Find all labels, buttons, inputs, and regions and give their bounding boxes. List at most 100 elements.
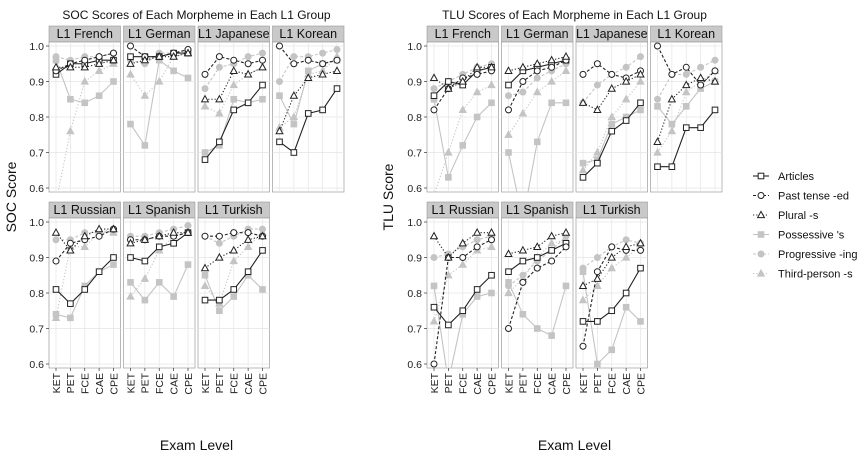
data-point-past-tense-ed [215, 232, 223, 240]
series-layer [429, 60, 496, 192]
data-point-possessive-s [155, 279, 163, 286]
data-point-possessive-s [519, 311, 527, 318]
x-tick-label: KET [200, 372, 212, 393]
series-line-past-tense-ed [507, 246, 567, 329]
data-point-past-tense-ed [533, 264, 541, 272]
data-point-plural-s [487, 228, 496, 236]
panel-l1-turkish: L1 Turkish KET PET FCE CAE CPE [197, 201, 270, 395]
data-point-progressive-ing [579, 264, 587, 272]
data-point-past-tense-ed [459, 254, 467, 261]
x-tick-label: KET [578, 372, 590, 393]
data-point-plural-s [429, 231, 439, 240]
data-point-progressive-ing [697, 63, 705, 71]
data-point-plural-s [66, 62, 75, 71]
y-tick-label: 1.0 [407, 217, 422, 229]
data-point-third-person-s [547, 76, 556, 85]
series-layer [51, 224, 118, 322]
data-point-plural-s [682, 80, 691, 89]
data-point-articles [216, 296, 223, 304]
panel-strip-label: L1 Spanish [506, 203, 569, 217]
data-point-third-person-s [636, 76, 645, 85]
panel-strip-label: L1 Russian [53, 203, 116, 217]
data-point-third-person-s [578, 295, 588, 304]
data-point-third-person-s [444, 147, 453, 156]
data-point-articles [141, 257, 149, 265]
series-layer [126, 42, 193, 149]
data-point-plural-s [258, 62, 267, 71]
legend-label: Past tense -ed [778, 191, 849, 203]
data-point-plural-s [109, 55, 118, 64]
data-point-past-tense-ed [505, 106, 512, 114]
data-point-past-tense-ed [548, 63, 556, 71]
data-point-plural-s [593, 274, 602, 282]
data-point-articles [259, 81, 266, 89]
data-point-third-person-s [140, 274, 150, 282]
data-point-third-person-s [429, 316, 439, 325]
x-tick-label: CPE [561, 373, 573, 395]
x-tick-label: CPE [486, 373, 498, 395]
data-point-plural-s [215, 252, 224, 261]
x-tick-label: CAE [243, 373, 255, 395]
data-point-articles [81, 286, 89, 293]
data-point-third-person-s [547, 238, 556, 247]
data-point-progressive-ing [637, 53, 644, 61]
data-point-progressive-ing [505, 92, 512, 100]
data-point-possessive-s [184, 74, 192, 82]
data-point-articles [505, 81, 512, 89]
data-point-progressive-ing [276, 78, 283, 85]
data-point-articles [67, 300, 74, 307]
data-point-progressive-ing [215, 63, 223, 71]
data-point-articles [127, 254, 134, 261]
data-point-third-person-s [504, 130, 513, 138]
data-point-plural-s [636, 69, 645, 78]
data-point-progressive-ing [244, 53, 252, 61]
data-point-past-tense-ed [473, 70, 481, 78]
data-point-plural-s [636, 238, 645, 247]
data-point-articles [333, 85, 341, 92]
data-point-past-tense-ed [244, 229, 252, 237]
data-point-third-person-s [243, 242, 253, 250]
panel-l1-turkish: L1 Turkish KET PET FCE CAE CPE [575, 201, 648, 395]
panel-strip-label: L1 Russian [431, 203, 494, 217]
data-point-progressive-ing [290, 53, 298, 61]
data-point-third-person-s [607, 263, 616, 272]
data-point-articles [579, 174, 587, 181]
y-tick-label: 0.7 [407, 147, 422, 159]
data-point-possessive-s [562, 99, 570, 107]
data-point-possessive-s [110, 261, 117, 268]
data-point-third-person-s [126, 291, 135, 300]
data-point-possessive-s [170, 293, 177, 300]
data-point-plural-s [183, 228, 193, 236]
data-point-possessive-s [201, 149, 209, 156]
data-point-possessive-s [488, 99, 495, 107]
data-point-articles [216, 138, 223, 146]
data-point-articles [127, 53, 134, 60]
data-point-third-person-s [682, 87, 691, 96]
data-point-possessive-s [637, 318, 644, 325]
panel-l1-korean: L1 Korean [272, 25, 345, 193]
data-point-articles [505, 268, 512, 275]
x-tick-label: KET [429, 372, 441, 393]
panel-l1-japanese: L1 Japanese [575, 25, 648, 193]
x-tick-label: FCE [80, 373, 92, 394]
data-point-progressive-ing [430, 85, 438, 93]
data-point-possessive-s [654, 103, 661, 110]
x-tick-label: FCE [532, 373, 544, 394]
chart-title: TLU Scores of Each Morpheme in Each L1 G… [442, 8, 707, 22]
data-point-plural-s [155, 52, 164, 60]
x-tick-label: CAE [546, 373, 558, 395]
x-tick-label: CPE [635, 373, 647, 395]
x-tick-label: PET [518, 372, 530, 393]
data-point-third-person-s [229, 256, 238, 265]
data-point-plural-s [318, 69, 327, 78]
data-point-plural-s [140, 55, 150, 64]
panel-strip-label: L1 French [435, 27, 491, 41]
data-point-possessive-s [637, 106, 644, 114]
data-point-articles [430, 92, 438, 100]
data-point-third-person-s [504, 288, 513, 297]
data-point-possessive-s [579, 159, 587, 167]
data-point-third-person-s [155, 76, 164, 85]
data-point-past-tense-ed [52, 257, 60, 265]
data-point-articles [244, 268, 252, 275]
data-point-possessive-s [67, 95, 74, 103]
